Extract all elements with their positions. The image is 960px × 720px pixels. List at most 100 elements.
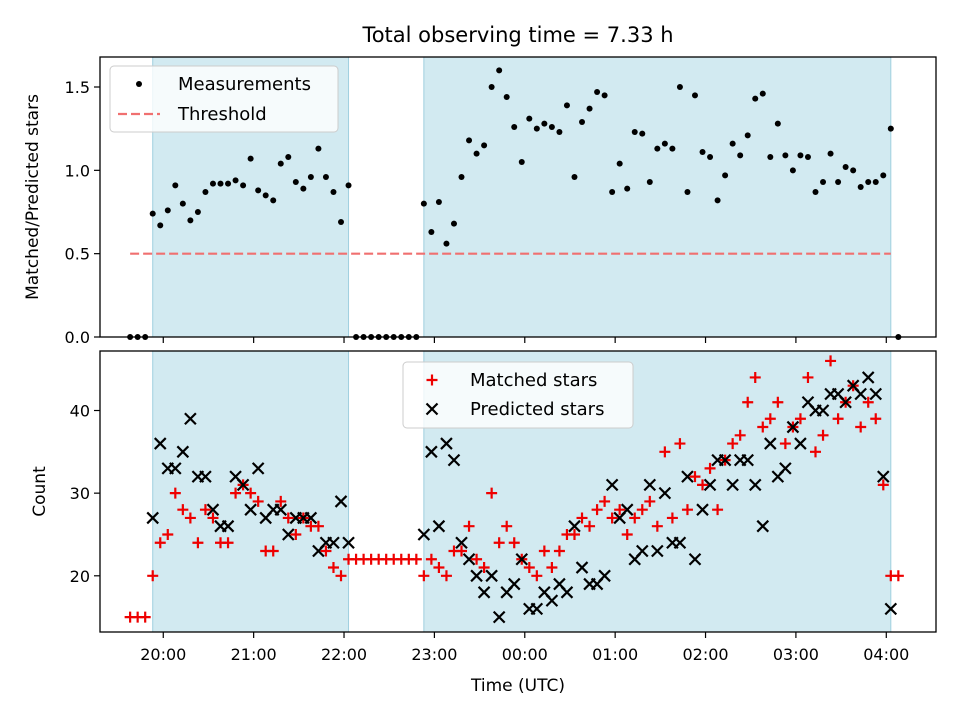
matched-star-point — [629, 512, 641, 524]
predicted-star-point — [236, 478, 250, 492]
measurement-point — [699, 149, 706, 155]
measurement-point — [767, 154, 774, 160]
x-tick-label: 20:00 — [140, 645, 186, 664]
matched-star-point — [523, 562, 535, 574]
predicted-star-point — [153, 437, 167, 450]
measurement-point — [661, 140, 668, 147]
predicted-star-point — [417, 528, 431, 541]
predicted-star-point — [530, 602, 544, 616]
predicted-star-point — [304, 511, 318, 525]
measurement-point — [157, 222, 164, 229]
bottom-panel: 20 30 40 20:00 21:00 22:00 23:00 00:00 01:00 02:… — [30, 350, 937, 696]
measurement-point — [835, 179, 842, 185]
x-tick-label: 02:00 — [682, 645, 728, 664]
measurement-point — [820, 179, 827, 185]
predicted-star-point — [432, 519, 446, 533]
matched-star-point — [463, 520, 475, 532]
measurement-point — [511, 124, 518, 130]
matched-star-point — [689, 471, 701, 483]
measurement-point — [548, 124, 555, 130]
predicted-star-point — [199, 470, 212, 483]
measurement-point — [149, 210, 156, 217]
matched-star-point — [892, 570, 904, 582]
measurement-point — [255, 187, 262, 194]
measurement-point — [782, 152, 789, 159]
measurement-point — [225, 180, 232, 187]
matched-star-point — [802, 371, 814, 383]
matched-star-point — [666, 512, 678, 524]
predicted-star-point — [673, 536, 687, 550]
predicted-star-point — [455, 536, 468, 550]
matched-star-point — [471, 553, 483, 565]
matched-star-point — [440, 570, 452, 582]
measurement-point — [646, 179, 653, 185]
matched-star-point — [486, 487, 498, 499]
measurement-point — [240, 182, 247, 189]
matched-star-point — [636, 504, 648, 516]
matched-star-point — [877, 479, 889, 491]
measurement-point — [684, 189, 691, 195]
measurement-point — [631, 129, 638, 135]
measurement-point — [887, 125, 894, 132]
predicted-star-point — [485, 569, 498, 583]
predicted-star-point — [620, 503, 634, 516]
matched-star-point — [139, 611, 151, 623]
bottom-plot-frame — [99, 350, 937, 633]
measurement-point — [466, 137, 473, 144]
predicted-star-point — [816, 404, 830, 417]
x-axis-label: Time (UTC) — [470, 676, 565, 696]
legend-label: Measurements — [178, 74, 311, 95]
matched-star-point — [681, 504, 693, 516]
measurement-point — [707, 154, 714, 160]
matched-star-point — [779, 438, 791, 450]
measurement-point — [812, 189, 819, 195]
legend-label: Matched stars — [470, 370, 597, 391]
matched-star-point — [697, 479, 709, 491]
predicted-star-point — [681, 470, 694, 483]
measurement-point — [601, 92, 608, 99]
measurement-point — [247, 155, 254, 162]
x-tick-label: 21:00 — [231, 645, 277, 664]
measurement-point — [450, 220, 457, 227]
measurement-point — [804, 154, 811, 160]
measurement-point — [164, 207, 171, 214]
predicted-star-point — [447, 453, 461, 467]
measurement-point — [187, 217, 194, 224]
measurement-point — [458, 174, 465, 180]
measurement-point — [300, 185, 307, 192]
matched-star-point — [599, 495, 611, 507]
predicted-star-point — [748, 478, 762, 492]
predicted-star-point — [575, 561, 589, 574]
measurement-point — [194, 209, 201, 215]
measurement-point — [691, 92, 698, 99]
measurement-point — [503, 94, 510, 100]
predicted-star-point — [839, 395, 852, 409]
matched-star-point — [425, 553, 437, 565]
matched-star-point — [162, 528, 174, 540]
x-tick-label: 01:00 — [592, 645, 638, 664]
predicted-star-point — [741, 453, 754, 467]
measurement-point — [586, 105, 593, 112]
measurement-point — [789, 167, 796, 174]
matched-star-point — [825, 355, 837, 367]
measurement-point — [880, 172, 887, 179]
predicted-star-point — [786, 420, 800, 434]
predicted-star-point — [869, 387, 883, 401]
x-tick-label: 03:00 — [773, 645, 819, 664]
matched-star-point — [591, 504, 603, 516]
matched-star-point — [862, 396, 874, 408]
legend-measurement-marker — [136, 81, 142, 87]
measurement-point — [435, 199, 442, 205]
predicted-star-point — [274, 503, 288, 516]
measurement-point — [752, 95, 759, 102]
predicted-star-point — [598, 569, 611, 583]
measurement-point — [179, 200, 186, 207]
predicted-star-point — [696, 503, 709, 516]
predicted-star-point — [146, 511, 159, 525]
x-tick-label: 22:00 — [321, 645, 367, 664]
bottom-y-axis-label: Count — [30, 466, 50, 517]
matched-star-point — [154, 537, 166, 549]
legend-label: Predicted stars — [470, 399, 604, 420]
predicted-star-point — [605, 478, 619, 492]
measurement-point — [473, 150, 480, 157]
